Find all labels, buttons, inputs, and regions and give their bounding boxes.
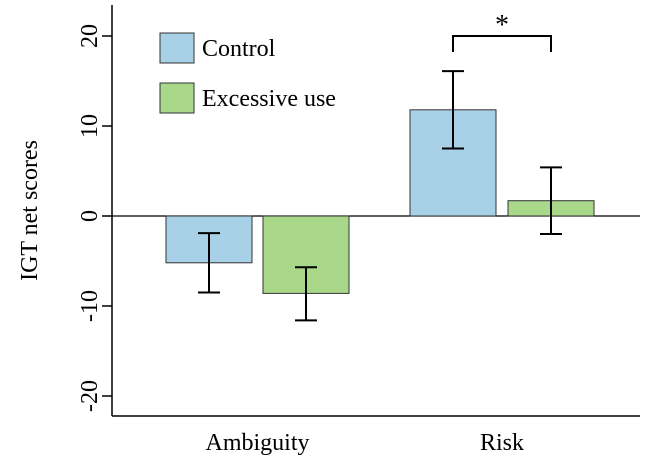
legend-item: Control bbox=[159, 32, 276, 64]
y-tick-label: 20 bbox=[77, 24, 103, 48]
y-axis-title: IGT net scores bbox=[17, 140, 43, 281]
y-tick-label: 0 bbox=[77, 210, 103, 222]
significance-star: * bbox=[495, 10, 509, 41]
error-bar bbox=[295, 266, 317, 322]
legend-label: Control bbox=[202, 36, 276, 62]
category-labels: Ambiguity Risk bbox=[205, 430, 524, 456]
y-tick-label: 10 bbox=[77, 114, 103, 138]
category-label: Risk bbox=[480, 430, 524, 456]
legend: Control Excessive use bbox=[159, 32, 336, 114]
y-axis: -20 -10 0 10 20 bbox=[77, 5, 113, 416]
bars bbox=[165, 70, 595, 322]
legend-label: Excessive use bbox=[202, 86, 336, 112]
legend-swatch bbox=[159, 82, 195, 114]
y-tick-label: -10 bbox=[77, 290, 103, 322]
significance-marker: * bbox=[452, 10, 552, 52]
legend-swatch bbox=[159, 32, 195, 64]
legend-item: Excessive use bbox=[159, 82, 336, 114]
category-label: Ambiguity bbox=[205, 430, 309, 456]
error-bar bbox=[198, 232, 220, 294]
error-bar bbox=[540, 166, 562, 235]
y-tick-label: -20 bbox=[77, 380, 103, 412]
error-bar bbox=[442, 70, 464, 150]
significance-bracket bbox=[452, 35, 552, 52]
y-ticks: -20 -10 0 10 20 bbox=[77, 24, 112, 412]
